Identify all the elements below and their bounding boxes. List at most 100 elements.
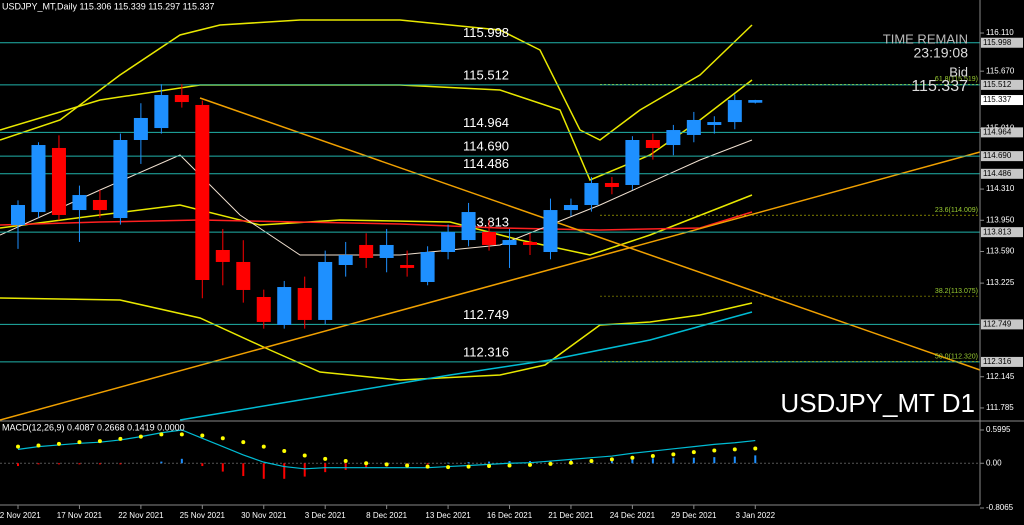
signal-dot <box>732 447 737 452</box>
candle-body <box>297 287 312 320</box>
candle-body <box>11 205 25 226</box>
signal-dot <box>56 441 61 446</box>
candle-body <box>133 117 148 140</box>
bid-label: Bid <box>949 64 968 79</box>
price-box <box>981 168 1023 179</box>
fib-label: 61.8(115.519) <box>935 76 978 83</box>
signal-dot <box>220 436 225 441</box>
candle-body <box>236 261 251 290</box>
x-tick-label: 8 Dec 2021 <box>366 511 407 520</box>
watermark: USDJPY_MT D1 <box>780 388 975 418</box>
signal-dot <box>548 461 553 466</box>
candle-body <box>277 287 292 325</box>
signal-dot <box>691 450 696 455</box>
x-tick-label: 3 Jan 2022 <box>735 511 775 520</box>
price-box-label: 114.690 <box>983 151 1012 160</box>
x-tick-label: 29 Dec 2021 <box>671 511 717 520</box>
signal-dot <box>343 459 348 464</box>
trend-line <box>0 151 981 421</box>
signal-dot <box>200 433 205 438</box>
x-tick-label: 13 Dec 2021 <box>425 511 471 520</box>
x-tick-label: 22 Nov 2021 <box>118 511 164 520</box>
signal-dot <box>323 456 328 461</box>
candle-body <box>707 122 722 126</box>
candle-body <box>359 244 374 258</box>
price-box <box>981 319 1023 330</box>
candle-body <box>584 182 599 206</box>
x-tick-label: 3 Dec 2021 <box>305 511 346 520</box>
signal-dot <box>425 464 430 469</box>
signal-dot <box>384 462 389 467</box>
signal-dot <box>282 449 287 454</box>
signal-dot <box>446 465 451 470</box>
candle-body <box>256 296 271 322</box>
fib-label: 38.2(113.075) <box>935 288 978 295</box>
candle-body <box>318 261 333 320</box>
signal-dot <box>97 439 102 444</box>
price-box <box>981 127 1023 138</box>
signal-dot <box>650 454 655 459</box>
signal-dot <box>364 461 369 466</box>
signal-dot <box>261 444 266 449</box>
signal-dot <box>302 453 307 458</box>
candle-body <box>604 182 619 187</box>
macd-title: MACD(12,26,9) 0.4087 0.2668 0.1419 0.000… <box>2 422 185 432</box>
signal-dot <box>16 444 20 449</box>
fast-average <box>0 139 753 256</box>
candle-body <box>51 147 66 215</box>
candle-body <box>195 104 210 280</box>
trend-line <box>199 97 981 371</box>
candle-body <box>441 231 456 252</box>
level-label: 114.690 <box>463 139 509 154</box>
price-box <box>981 227 1023 238</box>
signal-dot <box>528 462 532 467</box>
candle-body <box>420 252 435 282</box>
candle-body <box>379 244 394 258</box>
x-tick-label: 16 Dec 2021 <box>487 511 533 520</box>
candle-body <box>400 265 415 268</box>
y-tick-label: 115.670 <box>986 66 1015 75</box>
candle-body <box>92 199 107 211</box>
bollinger-upper <box>0 19 753 141</box>
signal-dot <box>568 460 573 465</box>
macd-tick-label: -0.8065 <box>986 503 1014 512</box>
x-tick-label: 12 Nov 2021 <box>0 511 41 520</box>
signal-dot <box>712 448 717 453</box>
candle-body <box>72 195 87 211</box>
price-box-label: 113.813 <box>983 227 1012 236</box>
price-box <box>981 37 1023 48</box>
signal-dot <box>487 464 492 469</box>
bollinger-middle <box>0 194 753 256</box>
bollinger-lower <box>0 297 753 381</box>
bid-value: 115.337 <box>911 78 968 95</box>
candle-body <box>563 205 578 211</box>
fib-label: 23.6(114.009) <box>935 207 978 214</box>
candle-body <box>502 240 517 245</box>
symbol-info: USDJPY_MT,Daily 115.306 115.339 115.297 … <box>2 1 214 11</box>
candle-body <box>727 100 742 123</box>
candle-body <box>666 130 681 146</box>
macd-tick-label: 0.5995 <box>986 425 1011 434</box>
candle-body <box>461 212 476 241</box>
signal-dot <box>36 443 41 448</box>
candle-body <box>31 145 46 213</box>
price-box <box>981 356 1023 367</box>
candle-body <box>482 231 497 245</box>
signal-dot <box>405 463 410 468</box>
signal-dot <box>179 432 184 437</box>
signal-dot <box>609 457 614 462</box>
y-tick-label: 113.590 <box>986 247 1015 256</box>
time-remain: 23:19:08 <box>914 45 969 61</box>
level-label: 114.964 <box>463 115 509 130</box>
price-box-label: 115.512 <box>983 80 1012 89</box>
candle-body <box>154 95 169 129</box>
y-tick-label: 113.225 <box>986 278 1015 287</box>
macd-tick-label: 0.00 <box>986 458 1002 467</box>
candle-body <box>686 119 701 135</box>
y-tick-label: 116.110 <box>986 28 1014 37</box>
level-label: 112.749 <box>463 307 509 322</box>
price-box-label: 114.964 <box>983 127 1012 136</box>
signal-dot <box>671 452 676 457</box>
price-box-label: 114.486 <box>983 169 1012 178</box>
signal-dot <box>589 459 594 464</box>
